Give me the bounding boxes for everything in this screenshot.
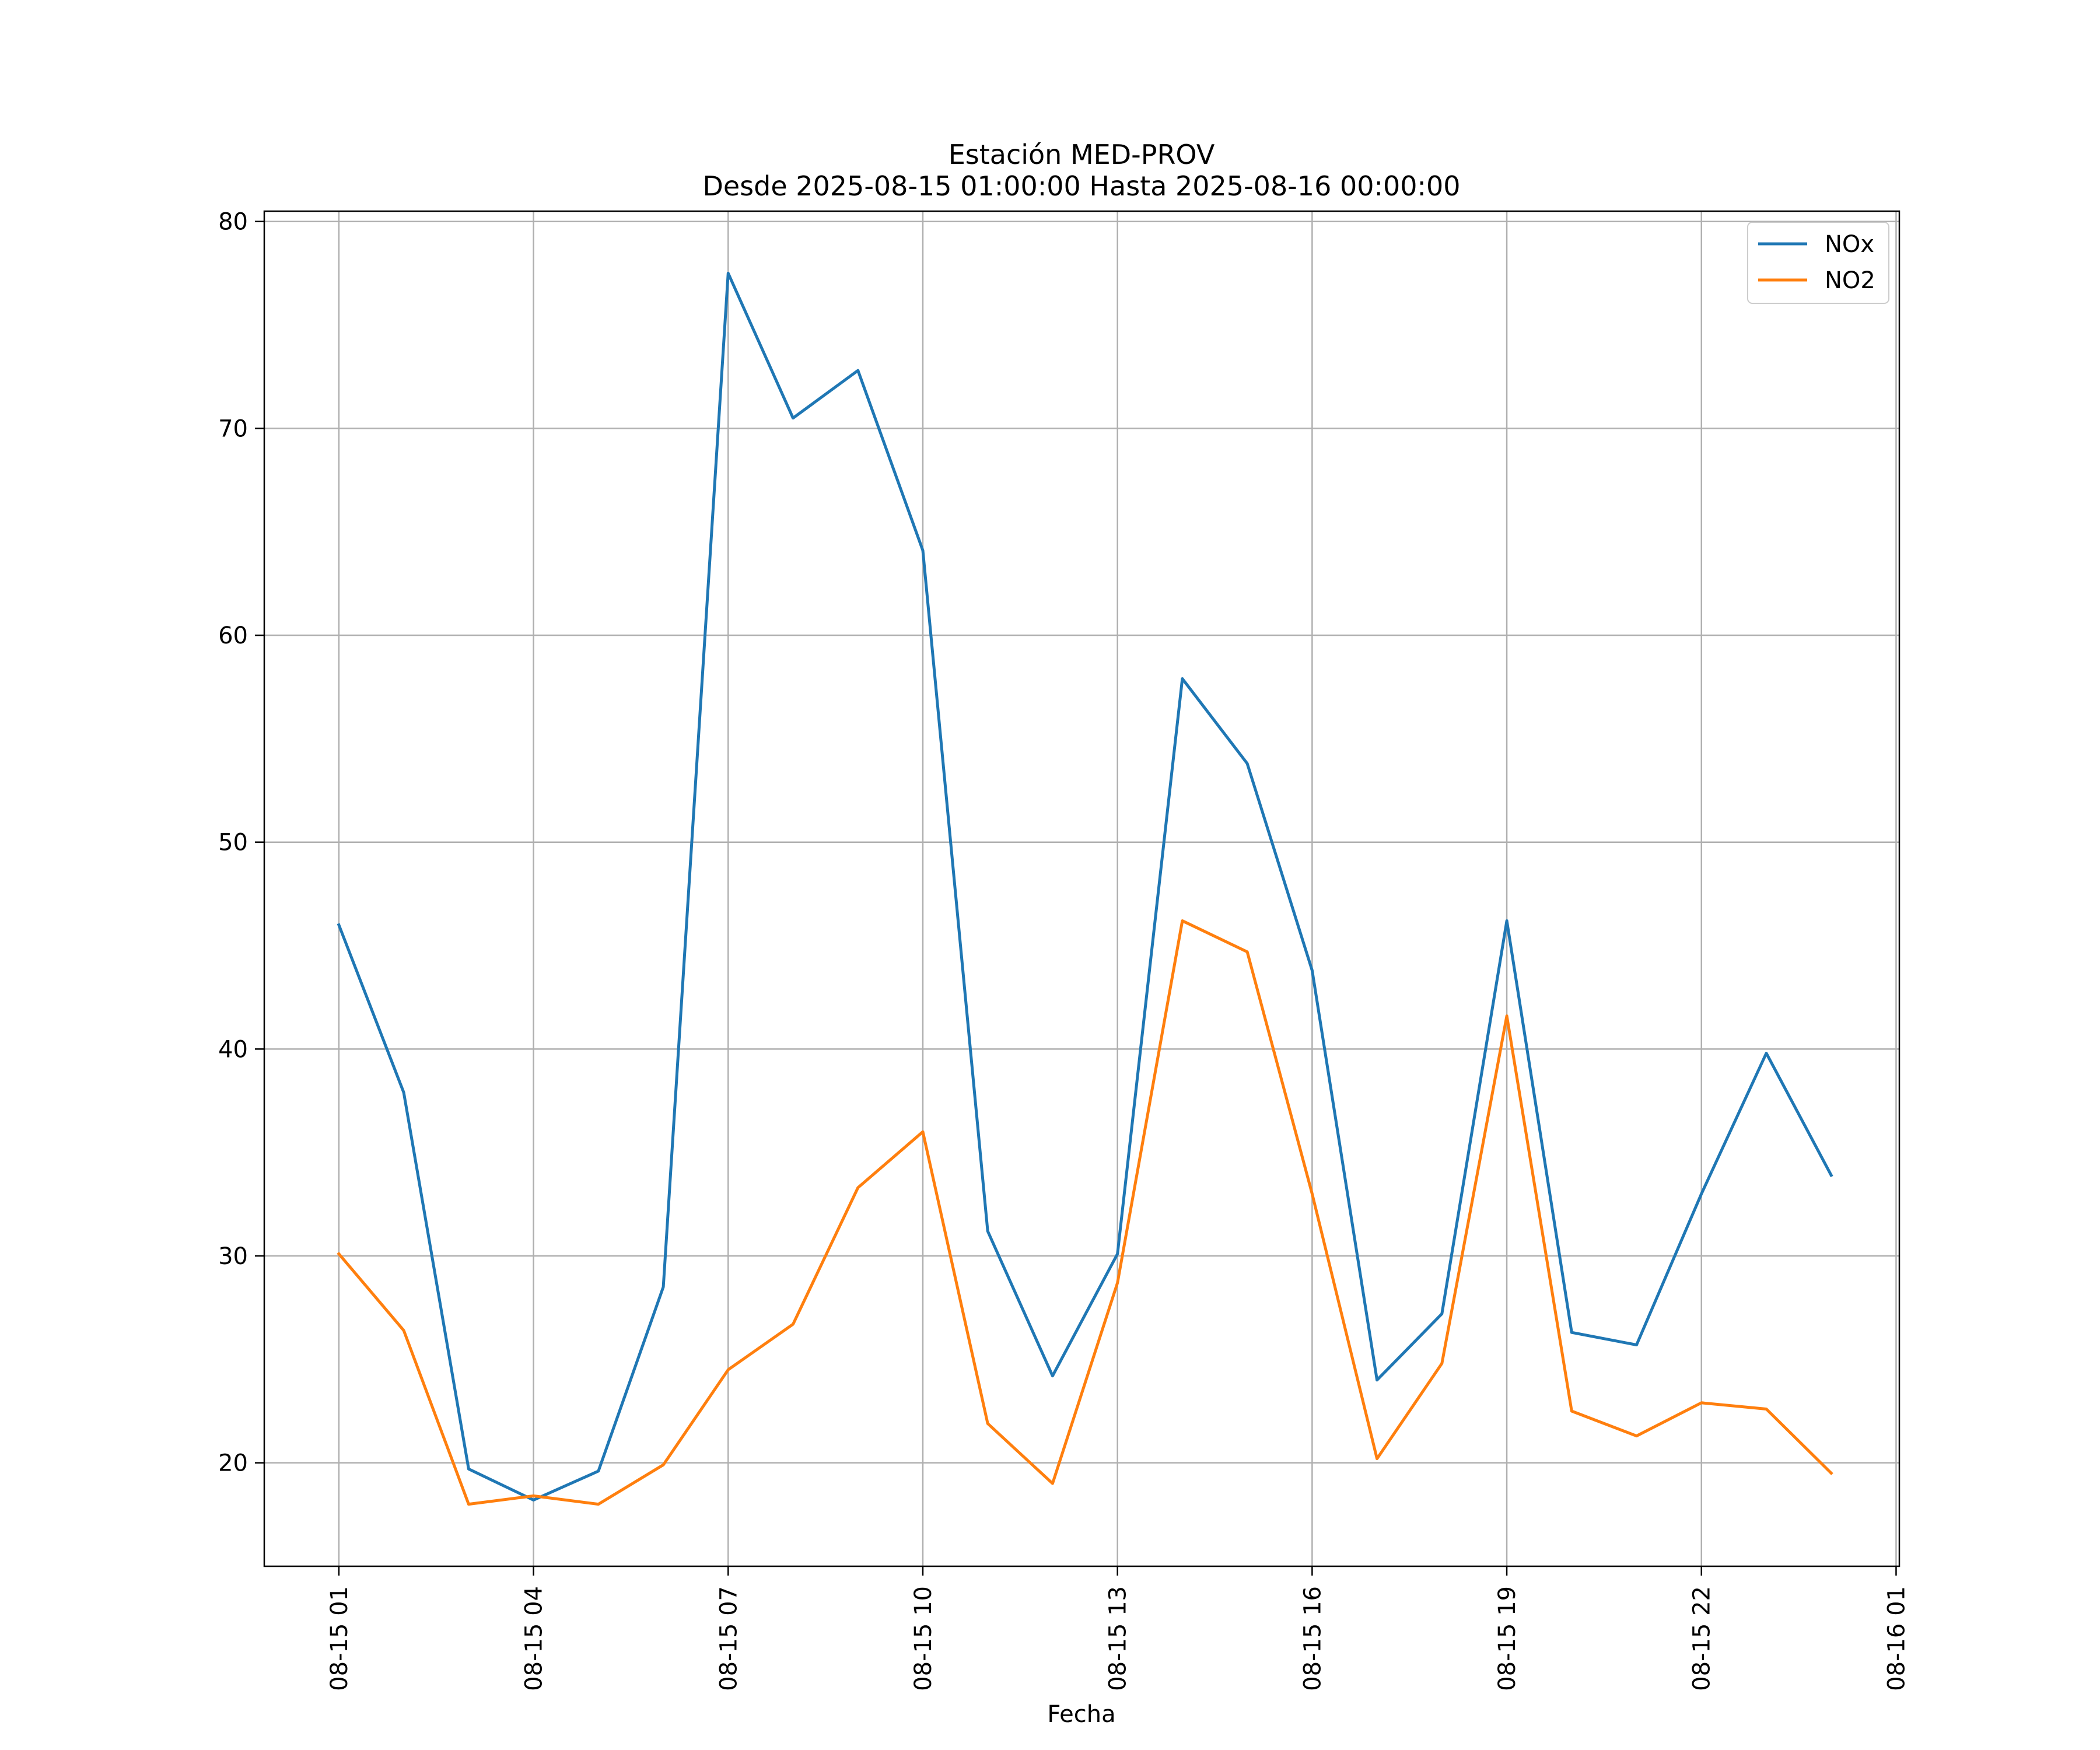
plot-frame <box>263 210 1901 1567</box>
axis-ticks: 08-15 01 08-15 04 08-15 07 08-15 10 08-15 13… <box>218 209 1910 1691</box>
legend-label-no2: NO2 <box>1825 267 1875 294</box>
y-tick-label: 40 <box>218 1036 248 1063</box>
grid <box>264 211 1899 1566</box>
y-tick-label: 60 <box>218 622 248 649</box>
x-tick-label: 08-15 04 <box>521 1586 548 1691</box>
x-tick-label: 08-15 22 <box>1689 1586 1716 1691</box>
chart-title: Estación MED-PROV <box>949 139 1215 170</box>
x-axis-label: Fecha <box>1047 1701 1115 1728</box>
x-tick-label: 08-15 16 <box>1299 1586 1326 1691</box>
x-tick-label: 08-15 01 <box>326 1586 353 1691</box>
y-tick-label: 30 <box>218 1243 248 1270</box>
legend: NOx NO2 <box>1747 222 1889 304</box>
x-tick-label: 08-15 13 <box>1105 1586 1132 1691</box>
x-tick-label: 08-15 19 <box>1494 1586 1521 1691</box>
x-tick-label: 08-15 10 <box>910 1586 937 1691</box>
series-line-no2 <box>337 919 1833 1506</box>
x-tick-label: 08-15 07 <box>715 1586 742 1691</box>
y-tick-label: 70 <box>218 415 248 442</box>
legend-label-nox: NOx <box>1825 231 1874 258</box>
y-tick-label: 20 <box>218 1450 248 1477</box>
y-tick-label: 50 <box>218 830 248 856</box>
series-line-nox <box>337 271 1833 1502</box>
series-lines <box>337 271 1833 1506</box>
chart-subtitle: Desde 2025-08-15 01:00:00 Hasta 2025-08-… <box>702 170 1460 202</box>
y-tick-label: 80 <box>218 209 248 236</box>
x-tick-label: 08-16 01 <box>1883 1586 1910 1691</box>
